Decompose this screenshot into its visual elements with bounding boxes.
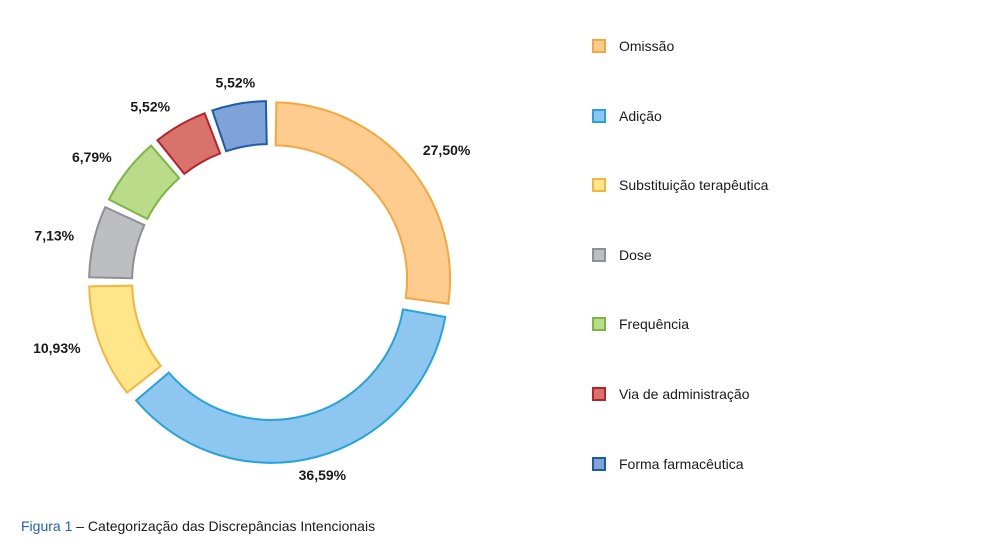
slice-via-de-administracao <box>156 111 222 176</box>
data-label-dose: 7,13% <box>34 228 74 244</box>
legend-label: Omissão <box>619 38 675 54</box>
figure-number: Figura 1 <box>21 518 73 534</box>
legend-swatch <box>592 386 606 401</box>
legend-label: Substituição terapêutica <box>619 177 769 194</box>
slice-forma-farmaceutica <box>211 100 268 153</box>
data-label-frequencia: 6,79% <box>72 149 112 165</box>
legend-swatch <box>592 39 606 53</box>
figure-caption: Figura 1 – Categorização das Discrepânci… <box>21 518 375 534</box>
data-label-forma-farmaceutica: 5,52% <box>215 75 255 91</box>
chart-legend: Omissão Adição Substituição terapêutica Dos… <box>592 37 768 524</box>
legend-swatch <box>592 247 606 262</box>
legend-item-via-de-administracao: Via de administração <box>592 385 768 455</box>
legend-label: Forma farmacêutica <box>619 455 744 472</box>
data-label-substituicao-terapeutica: 10,93% <box>33 340 81 356</box>
legend-item-frequencia: Frequência <box>592 315 768 385</box>
legend-swatch <box>592 317 606 332</box>
figure-caption-text: – Categorização das Discrepâncias Intenc… <box>72 518 376 534</box>
legend-item-dose: Dose <box>592 246 768 316</box>
legend-label: Via de administração <box>619 385 750 402</box>
legend-label: Dose <box>619 246 652 263</box>
slice-substituicao-terapeutica <box>88 284 163 395</box>
slice-dose <box>88 205 146 280</box>
data-label-omissao: 27,50% <box>423 142 471 158</box>
donut-chart: 27,50% 36,59% 10,93% 7,13% 6,79% 5,52% 5,52% <box>33 75 471 483</box>
data-label-via-de-administracao: 5,52% <box>130 98 170 114</box>
legend-swatch <box>592 178 606 193</box>
data-label-adicao: 36,59% <box>299 467 347 483</box>
legend-item-forma-farmaceutica: Forma farmacêutica <box>592 455 768 525</box>
legend-label: Frequência <box>619 316 690 333</box>
legend-swatch <box>592 108 606 123</box>
legend-label: Adição <box>619 107 662 124</box>
slice-adicao <box>134 308 447 464</box>
slice-frequencia <box>107 144 181 221</box>
legend-item-adicao: Adição <box>592 107 768 177</box>
legend-item-substituicao-terapeutica: Substituição terapêutica <box>592 176 768 246</box>
legend-swatch <box>592 456 606 471</box>
legend-item-omissao: Omissão <box>592 37 768 107</box>
slice-omissao <box>274 101 452 305</box>
